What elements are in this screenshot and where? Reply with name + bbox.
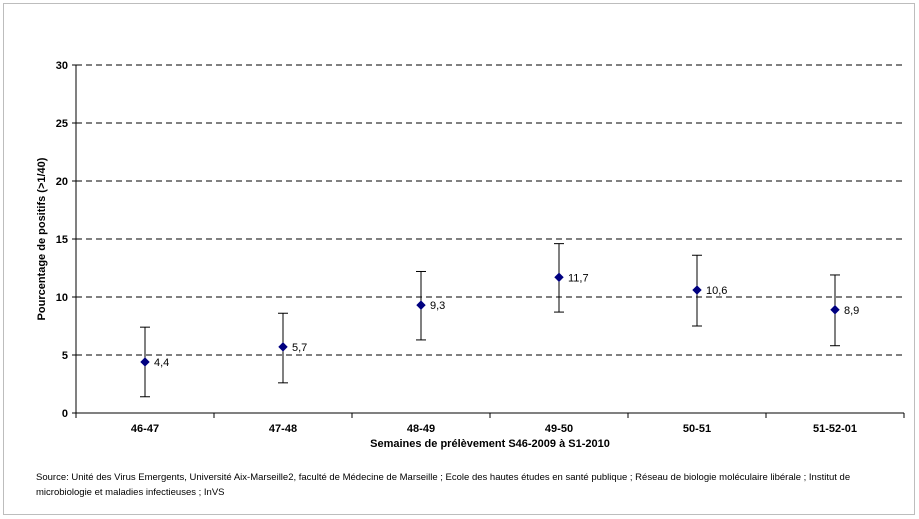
data-labels: 4,4 5,7 9,3 11,7 10,6 8,9 bbox=[154, 272, 859, 369]
x-tick-label: 47-48 bbox=[269, 423, 297, 435]
y-tick-label: 0 bbox=[62, 408, 68, 420]
x-tick-label: 49-50 bbox=[545, 423, 573, 435]
data-points bbox=[140, 272, 840, 367]
y-tick-label: 5 bbox=[62, 350, 68, 362]
y-tick-label: 30 bbox=[56, 60, 68, 72]
data-point bbox=[554, 272, 564, 282]
x-tick-label: 51-52-01 bbox=[813, 423, 857, 435]
data-point bbox=[140, 357, 150, 367]
data-label: 9,3 bbox=[430, 300, 445, 312]
data-label: 8,9 bbox=[844, 305, 859, 317]
error-bars bbox=[140, 243, 840, 398]
data-point bbox=[692, 285, 702, 295]
data-label: 5,7 bbox=[292, 342, 307, 354]
chart-frame bbox=[3, 3, 915, 515]
y-tick-label: 10 bbox=[56, 292, 68, 304]
grid-lines bbox=[76, 64, 904, 356]
axes bbox=[72, 64, 905, 418]
data-label: 10,6 bbox=[706, 285, 727, 297]
data-point bbox=[830, 305, 840, 315]
data-point bbox=[278, 342, 288, 352]
y-tick-label: 15 bbox=[56, 234, 68, 246]
x-tick-label: 50-51 bbox=[683, 423, 711, 435]
data-label: 11,7 bbox=[568, 272, 589, 284]
data-label: 4,4 bbox=[154, 357, 169, 369]
y-tick-label: 20 bbox=[56, 176, 68, 188]
y-tick-label: 25 bbox=[56, 118, 68, 130]
x-tick-label: 48-49 bbox=[407, 423, 435, 435]
y-axis-title: Pourcentage de positifs (>1/40) bbox=[36, 157, 48, 320]
x-tick-label: 46-47 bbox=[131, 423, 159, 435]
x-axis-title: Semaines de prélèvement S46-2009 à S1-20… bbox=[370, 438, 610, 450]
data-point bbox=[416, 300, 426, 310]
source-note: Source: Unité des Virus Emergents, Unive… bbox=[36, 472, 851, 498]
tick-labels: 0 5 10 15 20 25 30 46-47 47-48 48-49 49-50 50-51 51-… bbox=[56, 60, 857, 435]
